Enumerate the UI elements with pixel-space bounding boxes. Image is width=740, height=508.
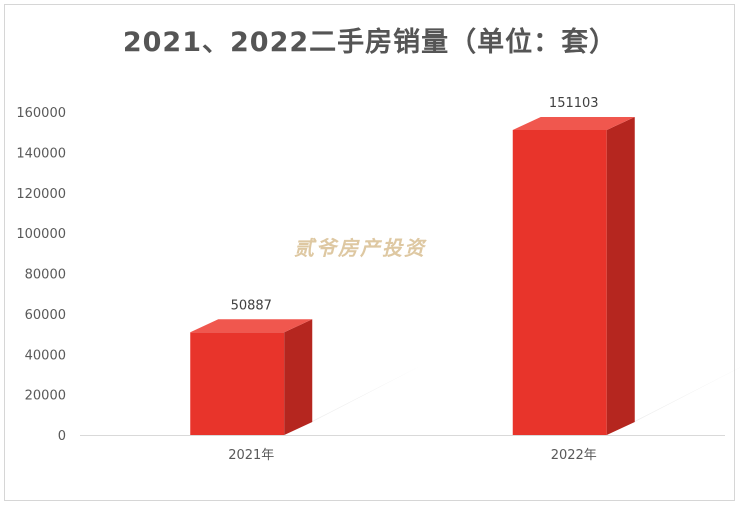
x-tick-label: 2022年 (551, 448, 597, 463)
data-label: 50887 (231, 298, 272, 313)
bar-front (512, 129, 607, 435)
y-tick-label: 120000 (16, 187, 66, 202)
bar-top (512, 116, 635, 130)
bar-top (190, 319, 313, 333)
y-tick-label: 80000 (25, 268, 66, 283)
y-tick-label: 40000 (25, 348, 66, 363)
chart-title: 2021、2022二手房销量（单位：套） (122, 27, 618, 58)
y-tick-label: 0 (58, 429, 66, 444)
y-tick-label: 140000 (16, 146, 66, 161)
bar-side (284, 319, 313, 435)
data-label: 151103 (549, 96, 599, 111)
bar-front (190, 332, 285, 435)
y-tick-label: 160000 (16, 106, 66, 121)
bar-side (606, 116, 635, 435)
watermark: 贰爷房产投资 (294, 236, 426, 260)
y-tick-label: 100000 (16, 227, 66, 242)
y-tick-label: 60000 (25, 308, 66, 323)
x-tick-label: 2021年 (228, 448, 274, 463)
y-tick-label: 20000 (25, 389, 66, 404)
